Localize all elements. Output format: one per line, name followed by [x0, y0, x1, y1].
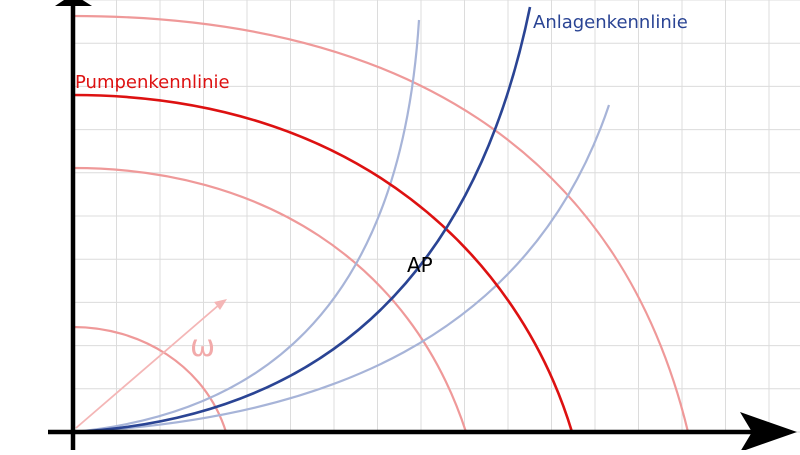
omega-arrow: [75, 299, 227, 429]
pump-curve-medium: [72, 166, 468, 433]
grid: [72, 0, 800, 433]
x-axis-arrowhead: [740, 412, 797, 452]
pump-curve-small: [72, 325, 228, 433]
axes: [48, 0, 797, 452]
system-curve-steep: [72, 19, 421, 434]
pump-curve-label: Pumpenkennlinie: [75, 72, 230, 93]
operating-point-label: AP: [407, 253, 433, 277]
y-axis-arrowhead: [55, 0, 92, 6]
system-curve-main: [72, 6, 532, 434]
pump-curve-large: [72, 14, 690, 433]
pump-curve-main: [72, 93, 574, 433]
omega-label: ω: [190, 329, 215, 364]
system-curve-label: Anlagenkennlinie: [533, 12, 688, 33]
system-curve-flat: [72, 104, 611, 434]
